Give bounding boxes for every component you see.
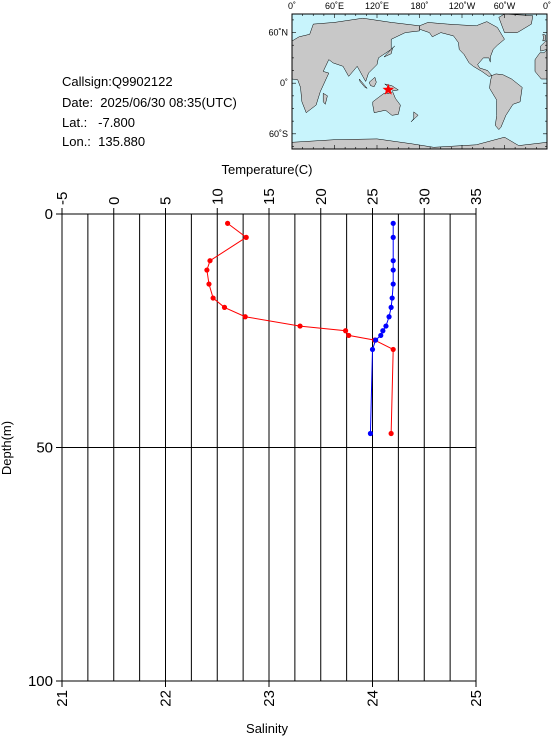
callsign-text: Callsign:Q9902122 bbox=[62, 74, 173, 89]
temperature-tick-label: 20 bbox=[313, 188, 330, 205]
temperature-axis-title: Temperature(C) bbox=[221, 162, 312, 177]
temperature-ticks: -5 0 5 10 15 20 25 30 35 bbox=[54, 188, 485, 214]
temperature-tick-label: -5 bbox=[54, 192, 71, 205]
map-longitude-label: 60˚W bbox=[494, 1, 516, 11]
depth-ticks: 0 50 100 bbox=[28, 206, 62, 690]
map-land-australia bbox=[372, 91, 401, 116]
series-point-bottom bbox=[389, 295, 395, 301]
station-star-icon bbox=[382, 83, 394, 95]
series-layer bbox=[204, 220, 396, 437]
series-point-top bbox=[342, 328, 349, 334]
map-land-sumatra bbox=[359, 78, 368, 89]
series-point-bottom bbox=[378, 332, 384, 339]
temperature-tick-label: 25 bbox=[365, 188, 382, 205]
salinity-tick-label: 24 bbox=[365, 690, 382, 707]
map-longitude-label: 120˚E bbox=[365, 1, 389, 11]
salinity-tick-label: 23 bbox=[261, 690, 278, 707]
series-point-top bbox=[204, 267, 210, 273]
station-marker bbox=[382, 83, 394, 95]
salinity-ticks: 21 22 23 24 25 bbox=[54, 681, 485, 707]
salinity-axis-title: Salinity bbox=[246, 721, 288, 736]
map-land-uk bbox=[542, 33, 546, 42]
chart-grid bbox=[62, 214, 476, 681]
latitude-text: Lat.: -7.800 bbox=[62, 115, 135, 130]
temperature-tick-label: 30 bbox=[416, 188, 433, 205]
map-longitude-labels: 0˚ 60˚E 120˚E 180˚ 120˚W 60˚W 0˚ bbox=[288, 1, 551, 11]
map-land bbox=[291, 13, 548, 150]
temperature-tick-label: 35 bbox=[468, 188, 485, 205]
date-text: Date: 2025/06/30 08:35(UTC) bbox=[62, 95, 237, 110]
series-point-top bbox=[225, 220, 231, 226]
map-land-borneo bbox=[368, 76, 377, 87]
series-point-bottom bbox=[388, 304, 394, 310]
series-point-bottom bbox=[380, 328, 386, 334]
map-land-new-zealand bbox=[410, 111, 419, 123]
map-latitude-label: 0˚ bbox=[280, 78, 288, 88]
temperature-tick-label: 0 bbox=[106, 197, 123, 205]
series-point-top bbox=[388, 430, 394, 437]
series-point-bottom bbox=[390, 267, 396, 273]
world-map: 0˚ 60˚E 120˚E 180˚ 120˚W 60˚W 0˚ 60˚N 0˚ 60˚S bbox=[268, 1, 551, 150]
salinity-tick-label: 25 bbox=[468, 690, 485, 707]
map-longitude-label: 120˚W bbox=[449, 1, 476, 11]
series-point-top bbox=[297, 323, 303, 329]
depth-tick-label: 100 bbox=[28, 673, 53, 690]
depth-tick-label: 50 bbox=[36, 440, 53, 457]
map-land-south-america bbox=[489, 73, 523, 130]
series-point-bottom bbox=[390, 258, 396, 264]
map-land-madagascar bbox=[322, 92, 328, 105]
salinity-tick-label: 21 bbox=[54, 690, 71, 707]
map-land-north-america bbox=[419, 21, 505, 77]
series-point-bottom bbox=[367, 430, 374, 437]
map-longitude-label: 0˚ bbox=[288, 1, 296, 11]
series-point-top bbox=[206, 281, 212, 287]
map-land-japan bbox=[383, 45, 395, 58]
map-longitude-label: 180˚ bbox=[410, 1, 428, 11]
map-latitude-label: 60˚N bbox=[268, 28, 288, 38]
series-point-bottom bbox=[369, 346, 376, 353]
map-land-eurasia-africa-east bbox=[291, 17, 420, 114]
depth-axis-title: Depth(m) bbox=[0, 421, 14, 475]
series-point-bottom bbox=[390, 234, 396, 240]
series-point-top bbox=[221, 304, 228, 310]
map-land-greenland bbox=[498, 13, 534, 33]
temperature-tick-label: 5 bbox=[158, 197, 175, 205]
depth-tick-label: 0 bbox=[45, 206, 53, 223]
series-point-bottom bbox=[386, 314, 392, 320]
series-point-bottom bbox=[390, 281, 396, 287]
map-longitude-label: 0˚ bbox=[543, 1, 551, 11]
map-longitude-label: 60˚E bbox=[325, 1, 344, 11]
temperature-tick-label: 10 bbox=[209, 188, 226, 205]
map-latitude-label: 60˚S bbox=[269, 129, 288, 139]
series-point-top bbox=[243, 234, 249, 240]
longitude-text: Lon.: 135.880 bbox=[62, 134, 146, 149]
salinity-tick-label: 22 bbox=[158, 690, 175, 707]
series-point-bottom bbox=[373, 337, 379, 343]
map-latitude-labels: 60˚N 0˚ 60˚S bbox=[268, 28, 288, 139]
series-point-bottom bbox=[390, 220, 396, 226]
series-point-top bbox=[346, 332, 352, 339]
series-point-top bbox=[242, 314, 248, 320]
temperature-tick-label: 15 bbox=[261, 188, 278, 205]
series-point-top bbox=[390, 346, 396, 353]
series-point-top bbox=[207, 258, 213, 264]
series-point-bottom bbox=[383, 323, 389, 329]
map-ticks bbox=[291, 14, 548, 149]
series-point-top bbox=[210, 295, 216, 301]
